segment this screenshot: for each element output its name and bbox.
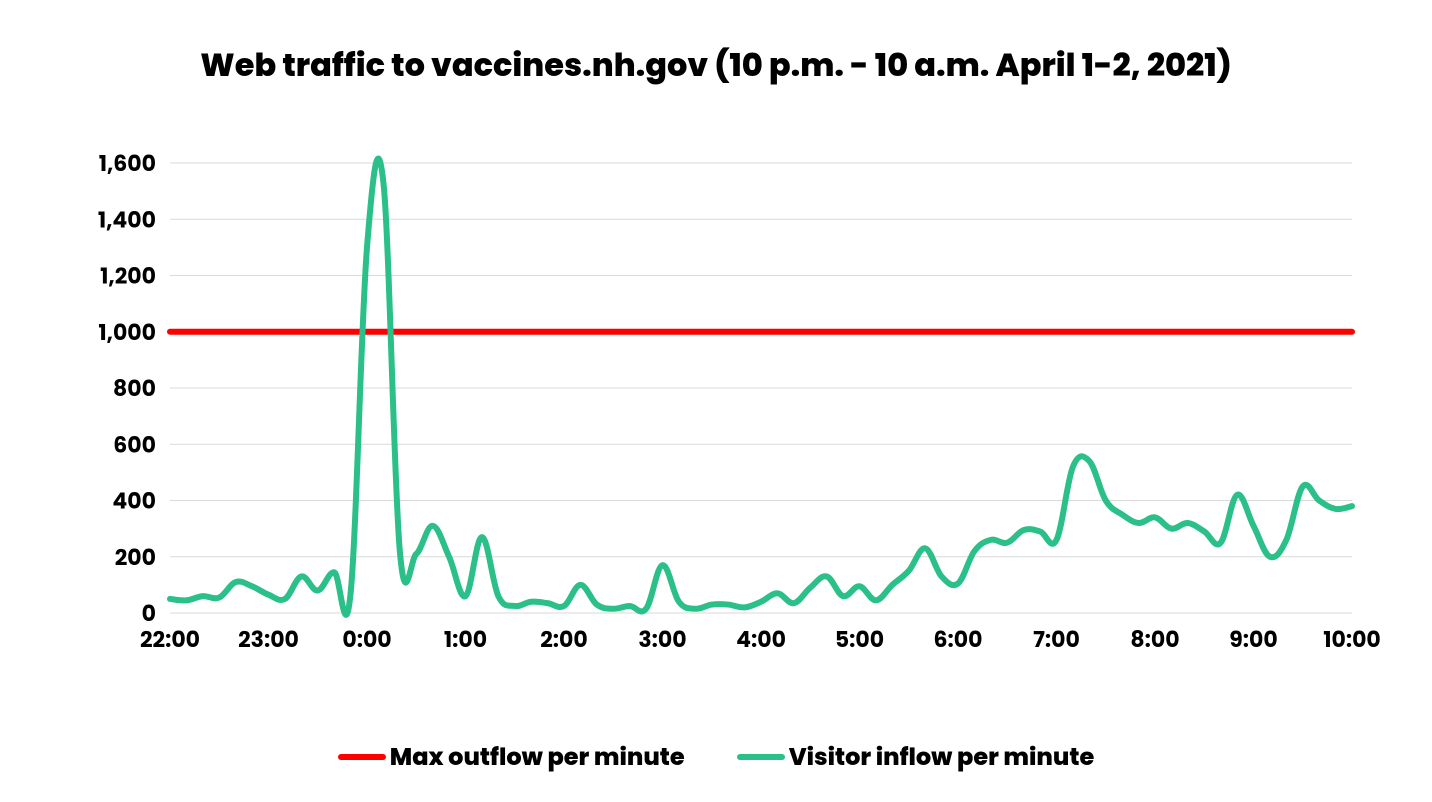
y-tick-label: 600: [113, 429, 156, 460]
y-tick-label: 200: [115, 542, 156, 573]
x-tick-label: 0:00: [342, 624, 391, 655]
x-tick-label: 10:00: [1323, 624, 1381, 655]
legend-item: Max outflow per minute: [338, 740, 685, 775]
legend-item: Visitor inflow per minute: [737, 740, 1095, 775]
chart-plot-area: 02004006008001,0001,2001,4001,60022:0023…: [40, 123, 1392, 723]
x-tick-label: 2:00: [540, 624, 588, 655]
legend-label: Visitor inflow per minute: [789, 740, 1095, 775]
chart-title: Web traffic to vaccines.nh.gov (10 p.m. …: [40, 48, 1392, 83]
y-tick-label: 1,200: [100, 261, 156, 292]
y-tick-label: 1,600: [99, 148, 156, 179]
chart-container: Web traffic to vaccines.nh.gov (10 p.m. …: [0, 0, 1432, 802]
legend-swatch: [737, 754, 785, 760]
series-line: [170, 159, 1352, 615]
y-tick-label: 400: [112, 486, 156, 517]
x-tick-label: 4:00: [736, 624, 786, 655]
x-tick-label: 5:00: [835, 624, 884, 655]
x-tick-label: 6:00: [934, 624, 983, 655]
x-tick-label: 9:00: [1229, 624, 1277, 655]
chart-legend: Max outflow per minute Visitor inflow per…: [40, 735, 1392, 775]
y-tick-label: 800: [113, 373, 156, 404]
x-tick-label: 7:00: [1033, 624, 1080, 655]
y-tick-label: 1,400: [98, 204, 156, 235]
legend-label: Max outflow per minute: [390, 740, 685, 775]
chart-svg: 02004006008001,0001,2001,4001,60022:0023…: [40, 123, 1392, 693]
x-tick-label: 1:00: [444, 624, 487, 655]
x-tick-label: 8:00: [1130, 624, 1179, 655]
x-tick-label: 23:00: [238, 624, 299, 655]
x-tick-label: 22:00: [140, 624, 200, 655]
x-tick-label: 3:00: [638, 624, 686, 655]
y-tick-label: 1,000: [98, 317, 156, 348]
legend-swatch: [338, 754, 386, 760]
